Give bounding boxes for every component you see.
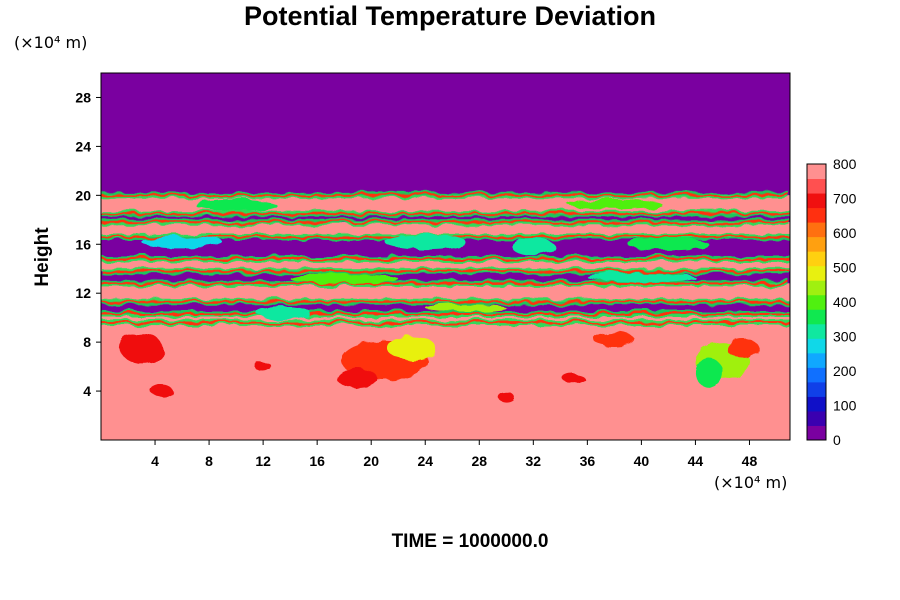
blob-17 [425, 304, 507, 312]
edge-hot-7 [101, 300, 790, 303]
y-tick-label-2: 12 [75, 285, 91, 301]
colorbar-tick-label-3: 300 [833, 329, 857, 345]
colorbar-swatch-1 [807, 410, 826, 426]
colorbar-swatch-15 [807, 207, 826, 223]
y-tick-label-3: 16 [75, 236, 91, 252]
y-tick-label-1: 8 [83, 334, 91, 350]
y-tick-label-4: 20 [75, 187, 91, 203]
heatmap-field [101, 73, 790, 440]
colorbar-tick-label-8: 800 [833, 156, 857, 172]
blob-9 [511, 238, 555, 256]
edge-hot-5 [101, 270, 790, 273]
x-tick-label-3: 16 [309, 453, 325, 469]
x-tick-label-9: 40 [634, 453, 650, 469]
colorbar-swatch-4 [807, 367, 826, 383]
band-5 [101, 258, 790, 272]
time-label: TIME = 1000000.0 [391, 531, 549, 552]
colorbar-tick-label-2: 200 [833, 363, 857, 379]
band-2 [101, 213, 790, 223]
colorbar-swatch-3 [807, 381, 826, 397]
band-7 [101, 283, 790, 302]
x-tick-label-4: 20 [363, 453, 379, 469]
colorbar-swatch-8 [807, 309, 826, 325]
x-axis-unit: (×10⁴ m) [714, 473, 787, 492]
x-tick-label-7: 32 [526, 453, 542, 469]
colorbar-tick-label-1: 100 [833, 398, 857, 414]
blob-12 [141, 235, 223, 248]
blob-14 [627, 238, 709, 251]
x-tick-label-0: 4 [151, 453, 159, 469]
blob-10 [195, 199, 277, 212]
edge-hot-8 [101, 312, 790, 315]
blob-18 [594, 332, 635, 348]
blob-8 [256, 306, 311, 319]
x-tick-label-1: 8 [205, 453, 213, 469]
blob-4 [695, 358, 723, 388]
blob-11 [567, 199, 662, 209]
edge-hot-9 [101, 321, 790, 324]
blob-21 [255, 361, 272, 372]
blob-7 [150, 384, 173, 398]
colorbar-swatch-9 [807, 294, 826, 310]
colorbar-swatch-10 [807, 280, 826, 296]
y-tick-label-5: 24 [75, 138, 91, 154]
blob-2 [337, 369, 378, 389]
colorbar-tick-label-5: 500 [833, 260, 857, 276]
blob-13 [384, 234, 466, 250]
edge-hot-1 [101, 212, 790, 215]
colorbar-swatch-5 [807, 352, 826, 368]
x-tick-label-8: 36 [580, 453, 596, 469]
blob-5 [726, 338, 759, 359]
band-3 [101, 222, 790, 237]
blob-6 [119, 333, 164, 363]
plot-frame [100, 72, 791, 441]
y-tick-label-0: 4 [83, 383, 91, 399]
x-tick-label-10: 44 [688, 453, 704, 469]
colorbar-swatch-12 [807, 251, 826, 267]
colorbar-swatch-16 [807, 193, 826, 209]
band-10 [101, 322, 790, 440]
colorbar: 0 100 200 300 400 500 600 700 800 [806, 156, 857, 448]
blob-15 [290, 273, 399, 284]
chart-title: Potential Temperature Deviation [243, 1, 657, 31]
colorbar-swatch-14 [807, 222, 826, 238]
colorbar-swatch-2 [807, 396, 826, 412]
colorbar-frame [806, 163, 827, 441]
colorbar-tick-label-6: 600 [833, 225, 857, 241]
x-tick-label-6: 28 [471, 453, 487, 469]
colorbar-swatch-17 [807, 178, 826, 194]
band-9 [101, 313, 790, 323]
edge-hot-0 [101, 194, 790, 197]
x-axis: 4 8 12 16 20 24 28 32 36 40 44 48 [151, 440, 757, 469]
blob-1 [387, 336, 437, 361]
y-axis-label: Height [32, 227, 53, 287]
edge-hot-4 [101, 257, 790, 260]
x-tick-label-5: 24 [417, 453, 433, 469]
colorbar-tick-label-7: 700 [833, 191, 857, 207]
y-axis-unit: (×10⁴ m) [14, 33, 87, 52]
band-0 [101, 73, 790, 196]
colorbar-tick-label-0: 0 [833, 432, 841, 448]
y-tick-label-6: 28 [75, 89, 91, 105]
blob-19 [563, 373, 585, 384]
x-tick-label-11: 48 [742, 453, 758, 469]
colorbar-swatch-7 [807, 323, 826, 339]
blobs [119, 199, 759, 403]
colorbar-swatch-11 [807, 265, 826, 281]
blob-20 [498, 392, 515, 403]
colorbar-tick-label-4: 400 [833, 294, 857, 310]
edge-hot-2 [101, 221, 790, 224]
colorbar-swatch-6 [807, 338, 826, 354]
edge-hot-6 [101, 282, 790, 285]
blob-16 [587, 272, 696, 283]
y-axis: 4 8 12 16 20 24 28 [75, 89, 101, 399]
colorbar-swatch-0 [807, 425, 826, 441]
x-tick-label-2: 12 [255, 453, 271, 469]
colorbar-swatch-18 [807, 164, 826, 180]
colorbar-swatch-13 [807, 236, 826, 252]
